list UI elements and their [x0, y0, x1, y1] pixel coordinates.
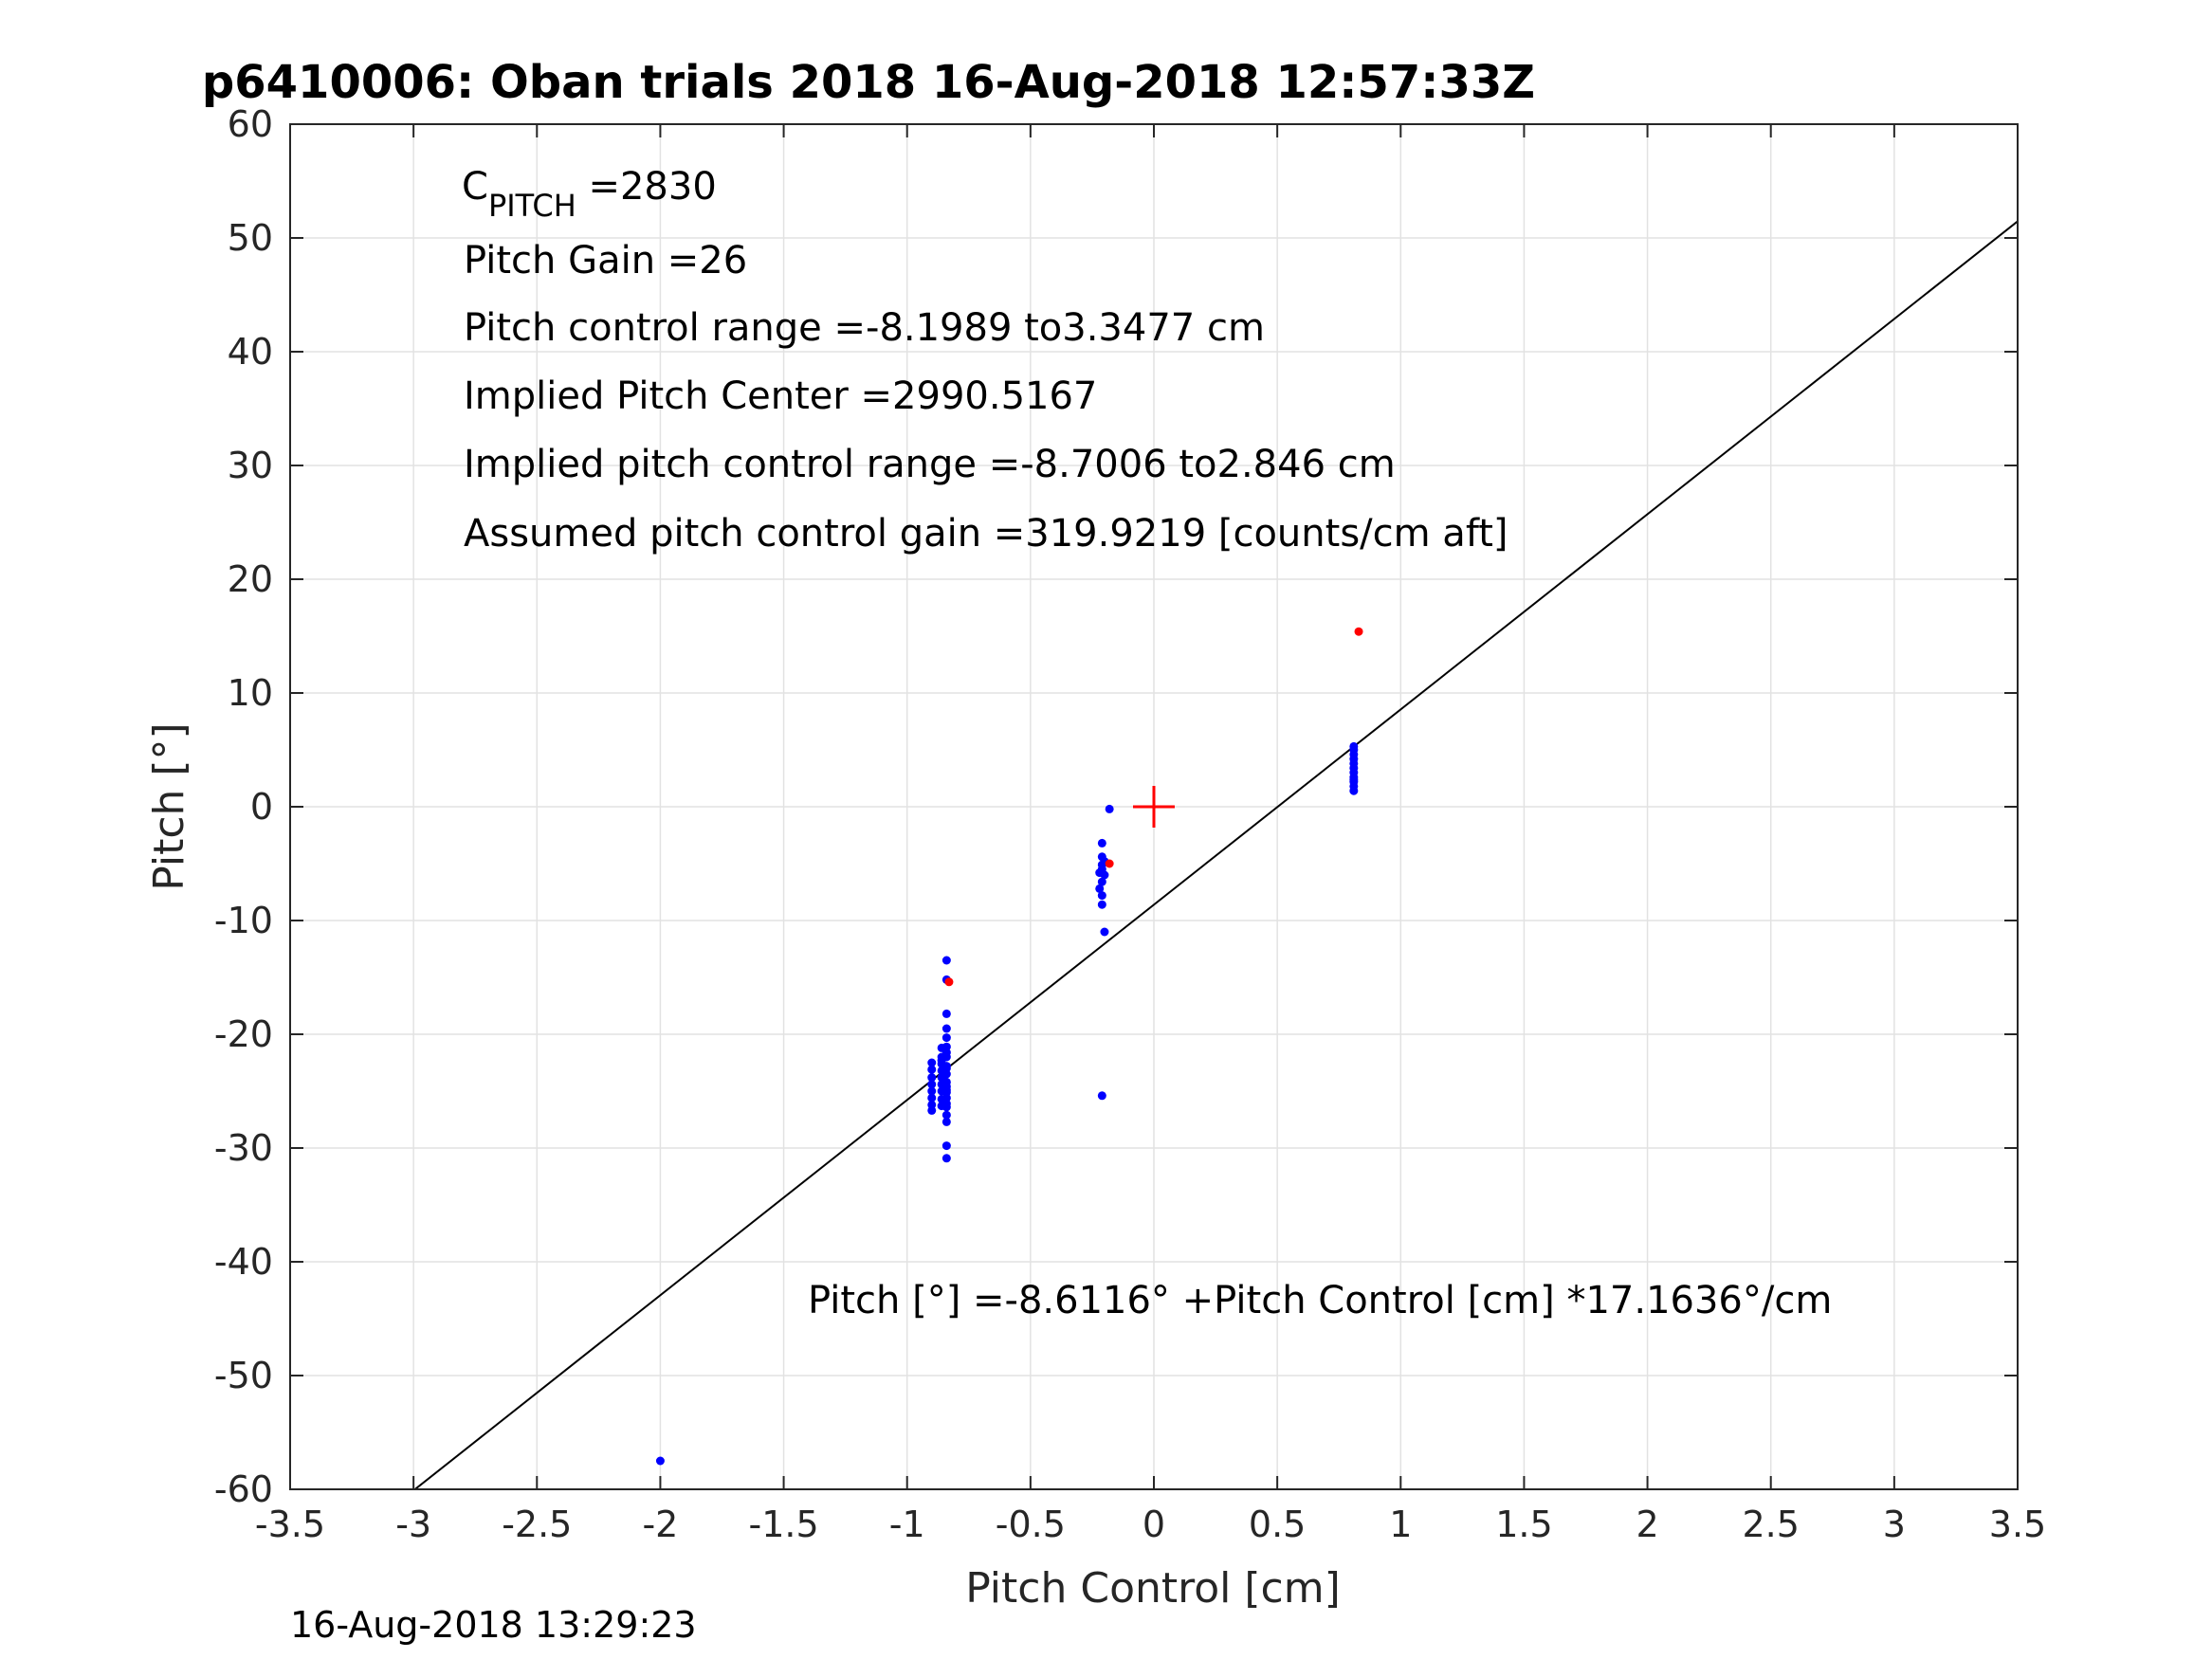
- y-tick-label: 10: [228, 672, 273, 714]
- samples-point: [937, 1073, 946, 1083]
- x-tick-label: 2.5: [1742, 1504, 1799, 1545]
- samples-point: [1349, 775, 1359, 784]
- samples-point: [927, 1058, 937, 1067]
- samples-point: [1097, 860, 1106, 869]
- x-tick-label: -2.5: [502, 1504, 572, 1545]
- samples-point: [927, 1065, 937, 1074]
- samples-point: [937, 1102, 946, 1111]
- samples-point: [941, 1110, 951, 1120]
- annotation-block: CPITCH =2830 Pitch Gain =26 Pitch contro…: [462, 165, 1832, 1322]
- highlighted-point: [1105, 859, 1114, 868]
- samples-point: [927, 1086, 937, 1096]
- pitch-control-range-annotation: Pitch control range =-8.1989 to3.3477 cm: [464, 306, 1265, 350]
- y-tick-label: 60: [228, 103, 273, 145]
- y-tick-label: -40: [214, 1241, 273, 1283]
- highlighted-point: [1354, 627, 1363, 636]
- y-tick-label: 40: [228, 331, 273, 373]
- samples-point: [1097, 891, 1106, 901]
- samples-point: [937, 1080, 946, 1089]
- timestamp: 16-Aug-2018 13:29:23: [290, 1604, 697, 1646]
- samples-point: [927, 1080, 937, 1089]
- c-pitch-subscript: PITCH: [488, 188, 576, 224]
- samples-point: [941, 1154, 951, 1163]
- samples-point: [937, 1094, 946, 1103]
- samples-point: [1097, 877, 1106, 886]
- implied-pitch-control-range-annotation: Implied pitch control range =-8.7006 to2…: [464, 443, 1396, 486]
- samples-point: [1097, 1091, 1106, 1101]
- y-tick-label: 30: [228, 445, 273, 486]
- x-tick-label: 1: [1389, 1504, 1412, 1545]
- fit-line: [413, 220, 2018, 1489]
- c-pitch-value: =2830: [576, 165, 717, 209]
- samples-point: [941, 1009, 951, 1018]
- y-tick-label: -60: [214, 1468, 273, 1510]
- y-tick-label: -30: [214, 1127, 273, 1169]
- samples-point: [941, 956, 951, 965]
- c-pitch-symbol: C: [462, 165, 488, 209]
- x-tick-label: -2: [642, 1504, 678, 1545]
- y-tick-label: -50: [214, 1355, 273, 1396]
- samples-point: [927, 1093, 937, 1103]
- samples-point: [941, 1117, 951, 1126]
- x-tick-label: 3.5: [1989, 1504, 2046, 1545]
- x-tick-label: 2: [1636, 1504, 1658, 1545]
- samples-point: [941, 1033, 951, 1043]
- x-tick-labels: -3.5 -3 -2.5 -2 -1.5 -1 -0.5 0 0.5 1 1.5 2 2.5 3 3.5: [255, 1504, 2046, 1545]
- x-tick-label: -1: [889, 1504, 925, 1545]
- x-tick-label: -3: [395, 1504, 431, 1545]
- samples-point: [927, 1073, 937, 1083]
- samples-point: [927, 1105, 937, 1115]
- tick-marks: [289, 123, 2019, 1490]
- samples-point: [1097, 852, 1106, 862]
- data-points: [655, 627, 1363, 1466]
- chart-title: p6410006: Oban trials 2018 16-Aug-2018 1…: [202, 56, 1535, 109]
- center-marker: [1133, 786, 1175, 828]
- y-tick-label: 0: [250, 786, 273, 828]
- x-tick-label: -1.5: [748, 1504, 818, 1545]
- samples-point: [1100, 927, 1109, 937]
- x-tick-label: 0.5: [1249, 1504, 1306, 1545]
- c-pitch-annotation: CPITCH =2830: [462, 165, 717, 224]
- y-tick-labels: 60 50 40 30 20 10 0 -10 -20 -30 -40 -50 -60: [214, 103, 273, 1510]
- samples-point: [1349, 741, 1359, 751]
- x-axis-label: Pitch Control [cm]: [965, 1564, 1341, 1613]
- samples-point: [1097, 900, 1106, 909]
- y-tick-label: 20: [228, 558, 273, 600]
- samples-point: [655, 1456, 665, 1466]
- x-tick-label: -0.5: [996, 1504, 1066, 1545]
- y-tick-label: -10: [214, 900, 273, 941]
- samples-point: [1095, 868, 1105, 878]
- implied-pitch-center-annotation: Implied Pitch Center =2990.5167: [464, 374, 1097, 418]
- y-tick-label: -20: [214, 1013, 273, 1055]
- samples-point: [1105, 804, 1114, 813]
- axes-box: [289, 123, 2019, 1490]
- y-axis-label: Pitch [°]: [145, 722, 193, 890]
- samples-point: [1097, 838, 1106, 848]
- highlighted-point: [944, 977, 954, 987]
- samples-point: [937, 1043, 946, 1052]
- fit-equation-annotation: Pitch [°] =-8.6116° +Pitch Control [cm] …: [808, 1279, 1832, 1322]
- samples-point: [941, 1141, 951, 1151]
- assumed-gain-annotation: Assumed pitch control gain =319.9219 [co…: [464, 512, 1508, 556]
- x-tick-label: -3.5: [255, 1504, 325, 1545]
- x-tick-label: 0: [1143, 1504, 1165, 1545]
- x-tick-label: 1.5: [1495, 1504, 1552, 1545]
- samples-point: [937, 1066, 946, 1075]
- samples-point: [937, 1056, 946, 1066]
- plot-area: [289, 123, 2019, 1490]
- y-tick-label: 50: [228, 217, 273, 259]
- samples-point: [937, 1086, 946, 1096]
- samples-point: [941, 1024, 951, 1033]
- x-tick-label: 3: [1883, 1504, 1906, 1545]
- pitch-gain-annotation: Pitch Gain =26: [464, 239, 747, 283]
- samples-point: [1095, 884, 1105, 893]
